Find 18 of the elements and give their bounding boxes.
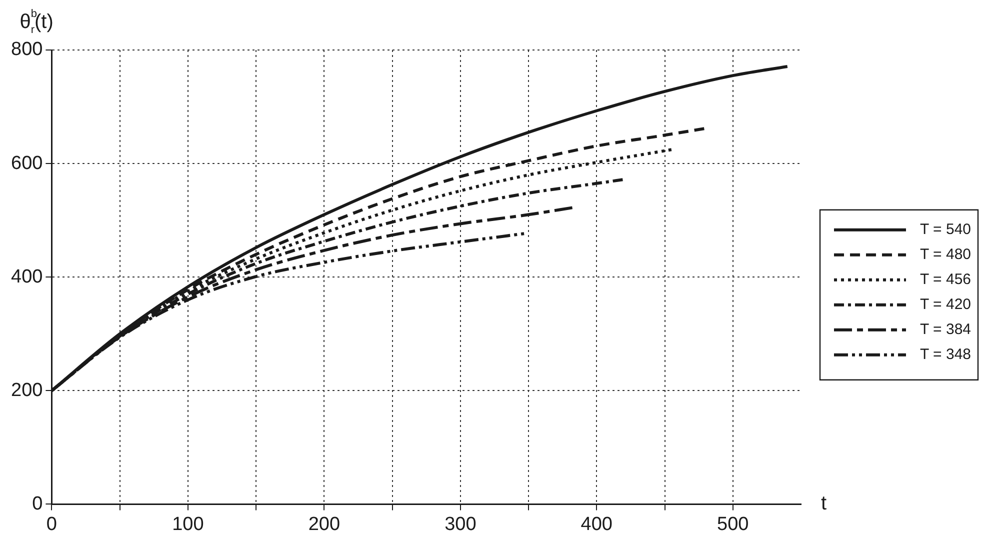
y-tick-label: 600 [11, 152, 43, 174]
y-tick-label: 400 [11, 266, 43, 288]
x-tick-label: 200 [308, 514, 340, 535]
legend-label: T = 420 [920, 296, 972, 313]
x-axis-title: t [821, 492, 827, 515]
y-tick-label: 200 [11, 380, 43, 401]
legend-label: T = 480 [920, 246, 972, 263]
x-tick-label: 500 [717, 514, 749, 535]
legend-label: T = 456 [920, 270, 972, 288]
x-tick-label: 0 [46, 514, 57, 535]
x-tick-label: 400 [580, 514, 612, 535]
y-tick-label: 800 [11, 39, 43, 60]
x-tick-label: 100 [172, 514, 204, 535]
y-tick-label: 0 [32, 493, 43, 514]
legend-label: T = 348 [920, 346, 972, 363]
legend-label: T = 540 [920, 220, 972, 238]
x-tick-label: 300 [444, 514, 476, 535]
legend-label: T = 384 [920, 320, 972, 338]
